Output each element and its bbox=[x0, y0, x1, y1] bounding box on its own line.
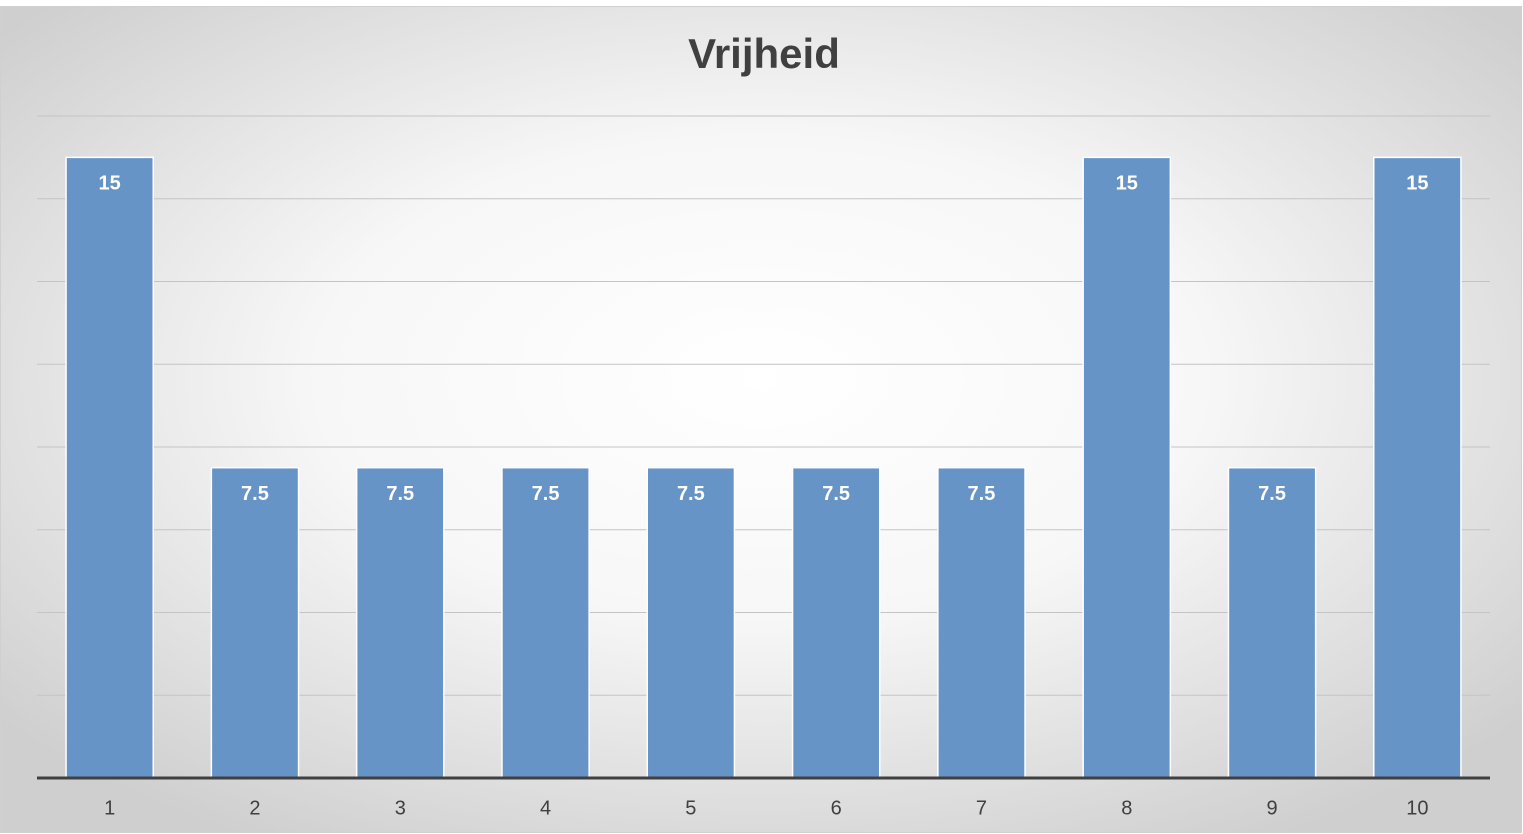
x-tick-label: 10 bbox=[1406, 797, 1428, 819]
x-tick-label: 2 bbox=[249, 797, 260, 819]
bar bbox=[646, 466, 736, 779]
bar bbox=[501, 466, 590, 779]
bar bbox=[1082, 156, 1172, 779]
x-tick-label: 7 bbox=[976, 797, 987, 819]
data-label: 7.5 bbox=[677, 483, 705, 505]
data-label: 15 bbox=[1406, 173, 1428, 195]
bar bbox=[1227, 466, 1317, 779]
x-tick-label: 4 bbox=[540, 797, 551, 819]
x-tick-label: 3 bbox=[395, 797, 406, 819]
x-tick-label: 5 bbox=[685, 797, 696, 819]
bar bbox=[210, 466, 300, 779]
data-label: 7.5 bbox=[532, 483, 560, 505]
x-tick-label: 1 bbox=[104, 797, 115, 819]
x-tick-label: 9 bbox=[1266, 797, 1277, 819]
bar bbox=[355, 466, 445, 779]
bar bbox=[791, 466, 881, 779]
data-label: 15 bbox=[1116, 173, 1138, 195]
chart-title: Vrijheid bbox=[688, 30, 840, 77]
data-label: 7.5 bbox=[1258, 483, 1286, 505]
data-label: 7.5 bbox=[822, 483, 850, 505]
x-tick-label: 6 bbox=[831, 797, 842, 819]
data-label: 7.5 bbox=[968, 483, 996, 505]
bar bbox=[937, 466, 1026, 779]
data-label: 7.5 bbox=[386, 483, 414, 505]
x-tick-label: 8 bbox=[1121, 797, 1132, 819]
data-label: 7.5 bbox=[241, 483, 269, 505]
data-label: 15 bbox=[99, 173, 121, 195]
bar bbox=[65, 156, 154, 779]
bar bbox=[1373, 156, 1462, 779]
